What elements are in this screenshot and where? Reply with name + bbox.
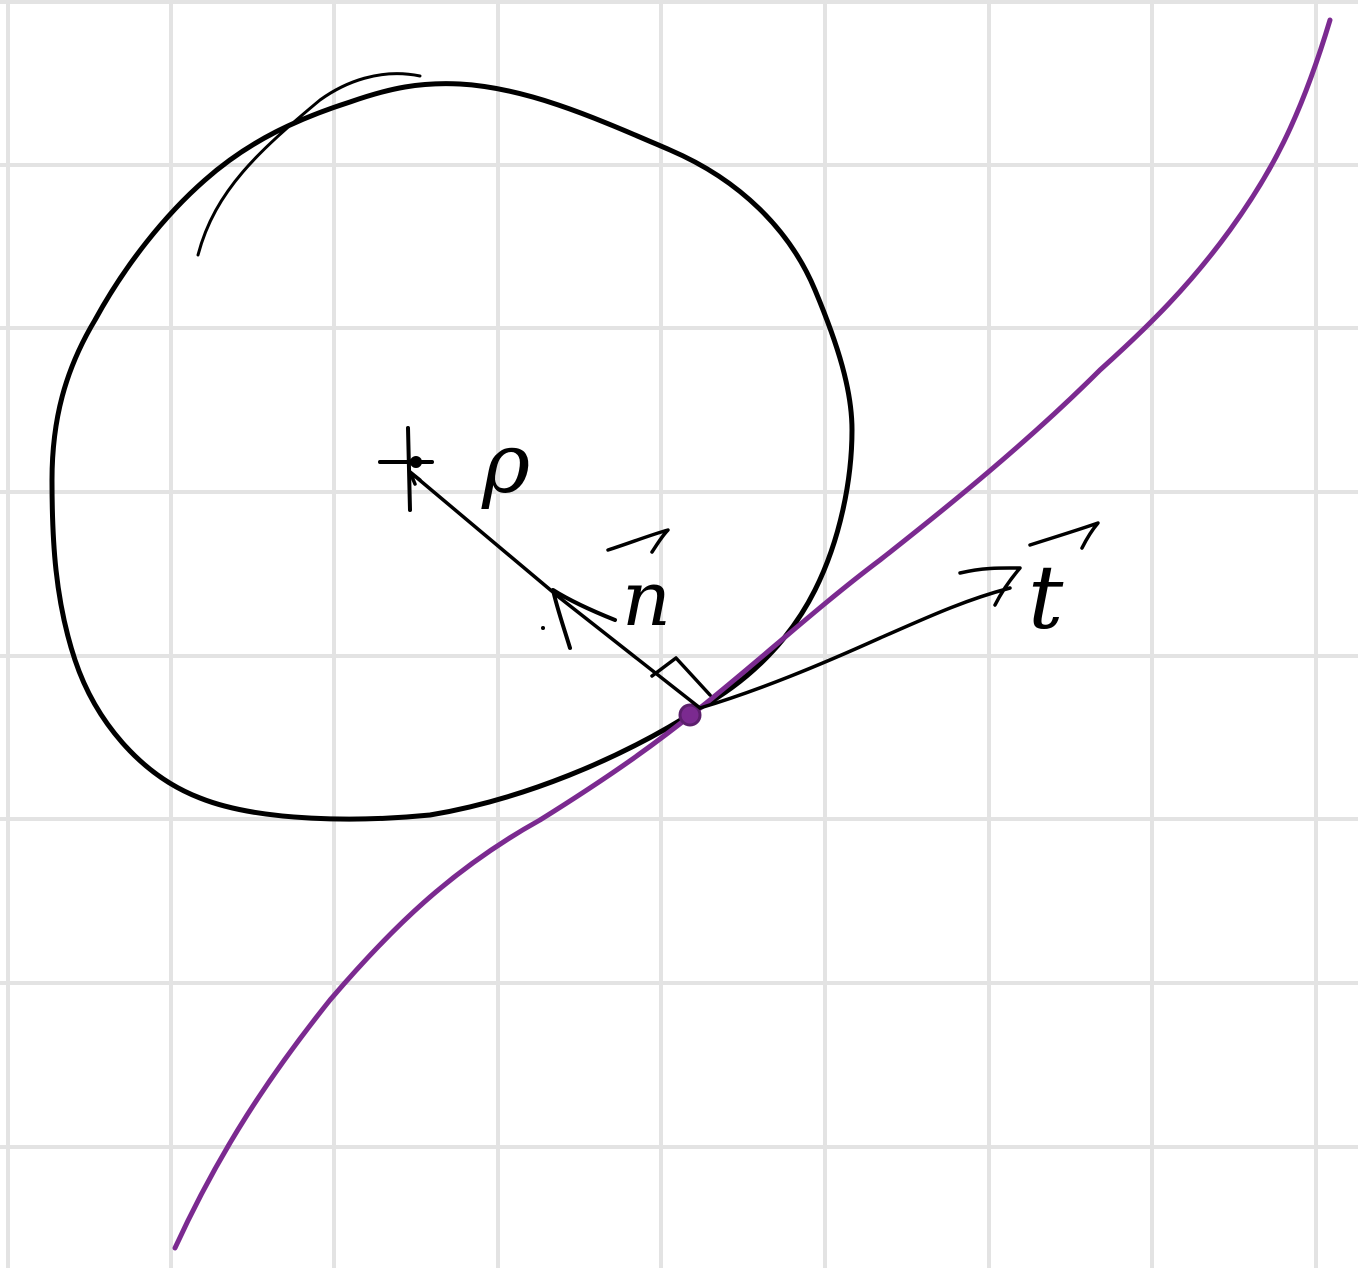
osculating-circle bbox=[49, 81, 855, 822]
center-dot bbox=[410, 456, 422, 468]
normal-label: n bbox=[622, 554, 671, 643]
center-arrowhead bbox=[408, 470, 422, 486]
tangent-label-arrow bbox=[1028, 521, 1100, 550]
tangency-point bbox=[678, 703, 702, 727]
right-angle-marker bbox=[650, 656, 712, 697]
tangent-vector-line bbox=[698, 586, 1012, 710]
tangent-vector-arrowhead bbox=[958, 566, 1022, 607]
normal-label-arrow bbox=[606, 528, 670, 554]
center-marker bbox=[378, 426, 434, 512]
center-cross bbox=[378, 426, 434, 512]
circle-sketch-stroke bbox=[196, 72, 422, 257]
tangent-label: t bbox=[1028, 546, 1064, 649]
stray-dot bbox=[541, 626, 545, 630]
normal-radius-line bbox=[408, 470, 702, 710]
curve bbox=[172, 17, 1333, 1251]
normal-vector-arrowhead bbox=[551, 588, 617, 650]
radius-label: ρ bbox=[481, 417, 530, 512]
